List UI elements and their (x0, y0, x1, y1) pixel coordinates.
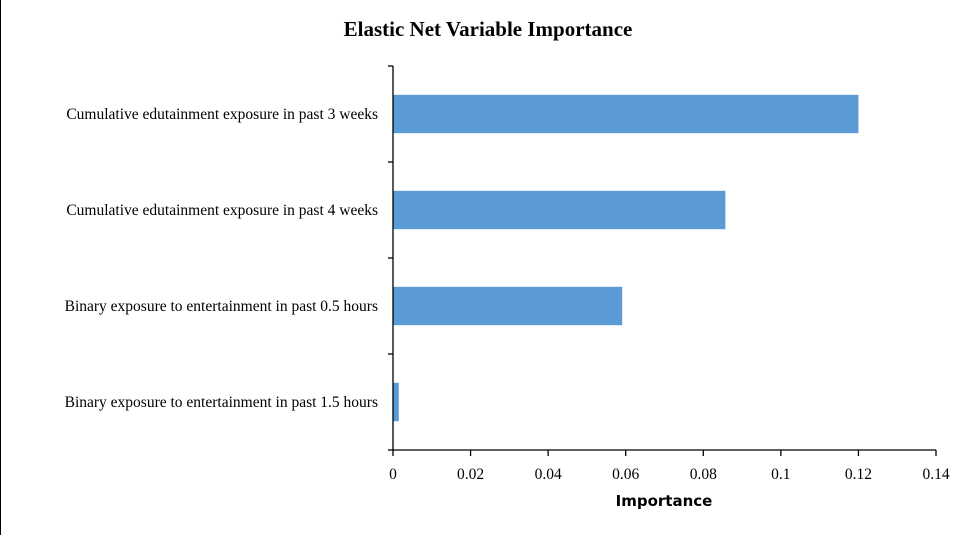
bar (393, 382, 399, 422)
x-axis-label: Importance (616, 492, 713, 510)
x-tick-label: 0.02 (457, 466, 484, 483)
x-tick-label: 0.14 (922, 466, 949, 483)
bar (393, 286, 623, 326)
x-tick-label: 0.08 (690, 466, 717, 483)
x-tick-label: 0 (389, 466, 397, 483)
bar (393, 94, 859, 134)
x-tick-label: 0.1 (771, 466, 790, 483)
chart-title: Elastic Net Variable Importance (344, 17, 633, 41)
category-label: Cumulative edutainment exposure in past … (66, 106, 378, 123)
x-tick-label: 0.06 (612, 466, 639, 483)
x-tick-label: 0.12 (845, 466, 872, 483)
bar (393, 190, 726, 230)
x-tick-label: 0.04 (535, 466, 562, 483)
category-label: Binary exposure to entertainment in past… (65, 394, 378, 411)
category-label: Cumulative edutainment exposure in past … (66, 202, 378, 219)
category-label: Binary exposure to entertainment in past… (65, 298, 378, 315)
